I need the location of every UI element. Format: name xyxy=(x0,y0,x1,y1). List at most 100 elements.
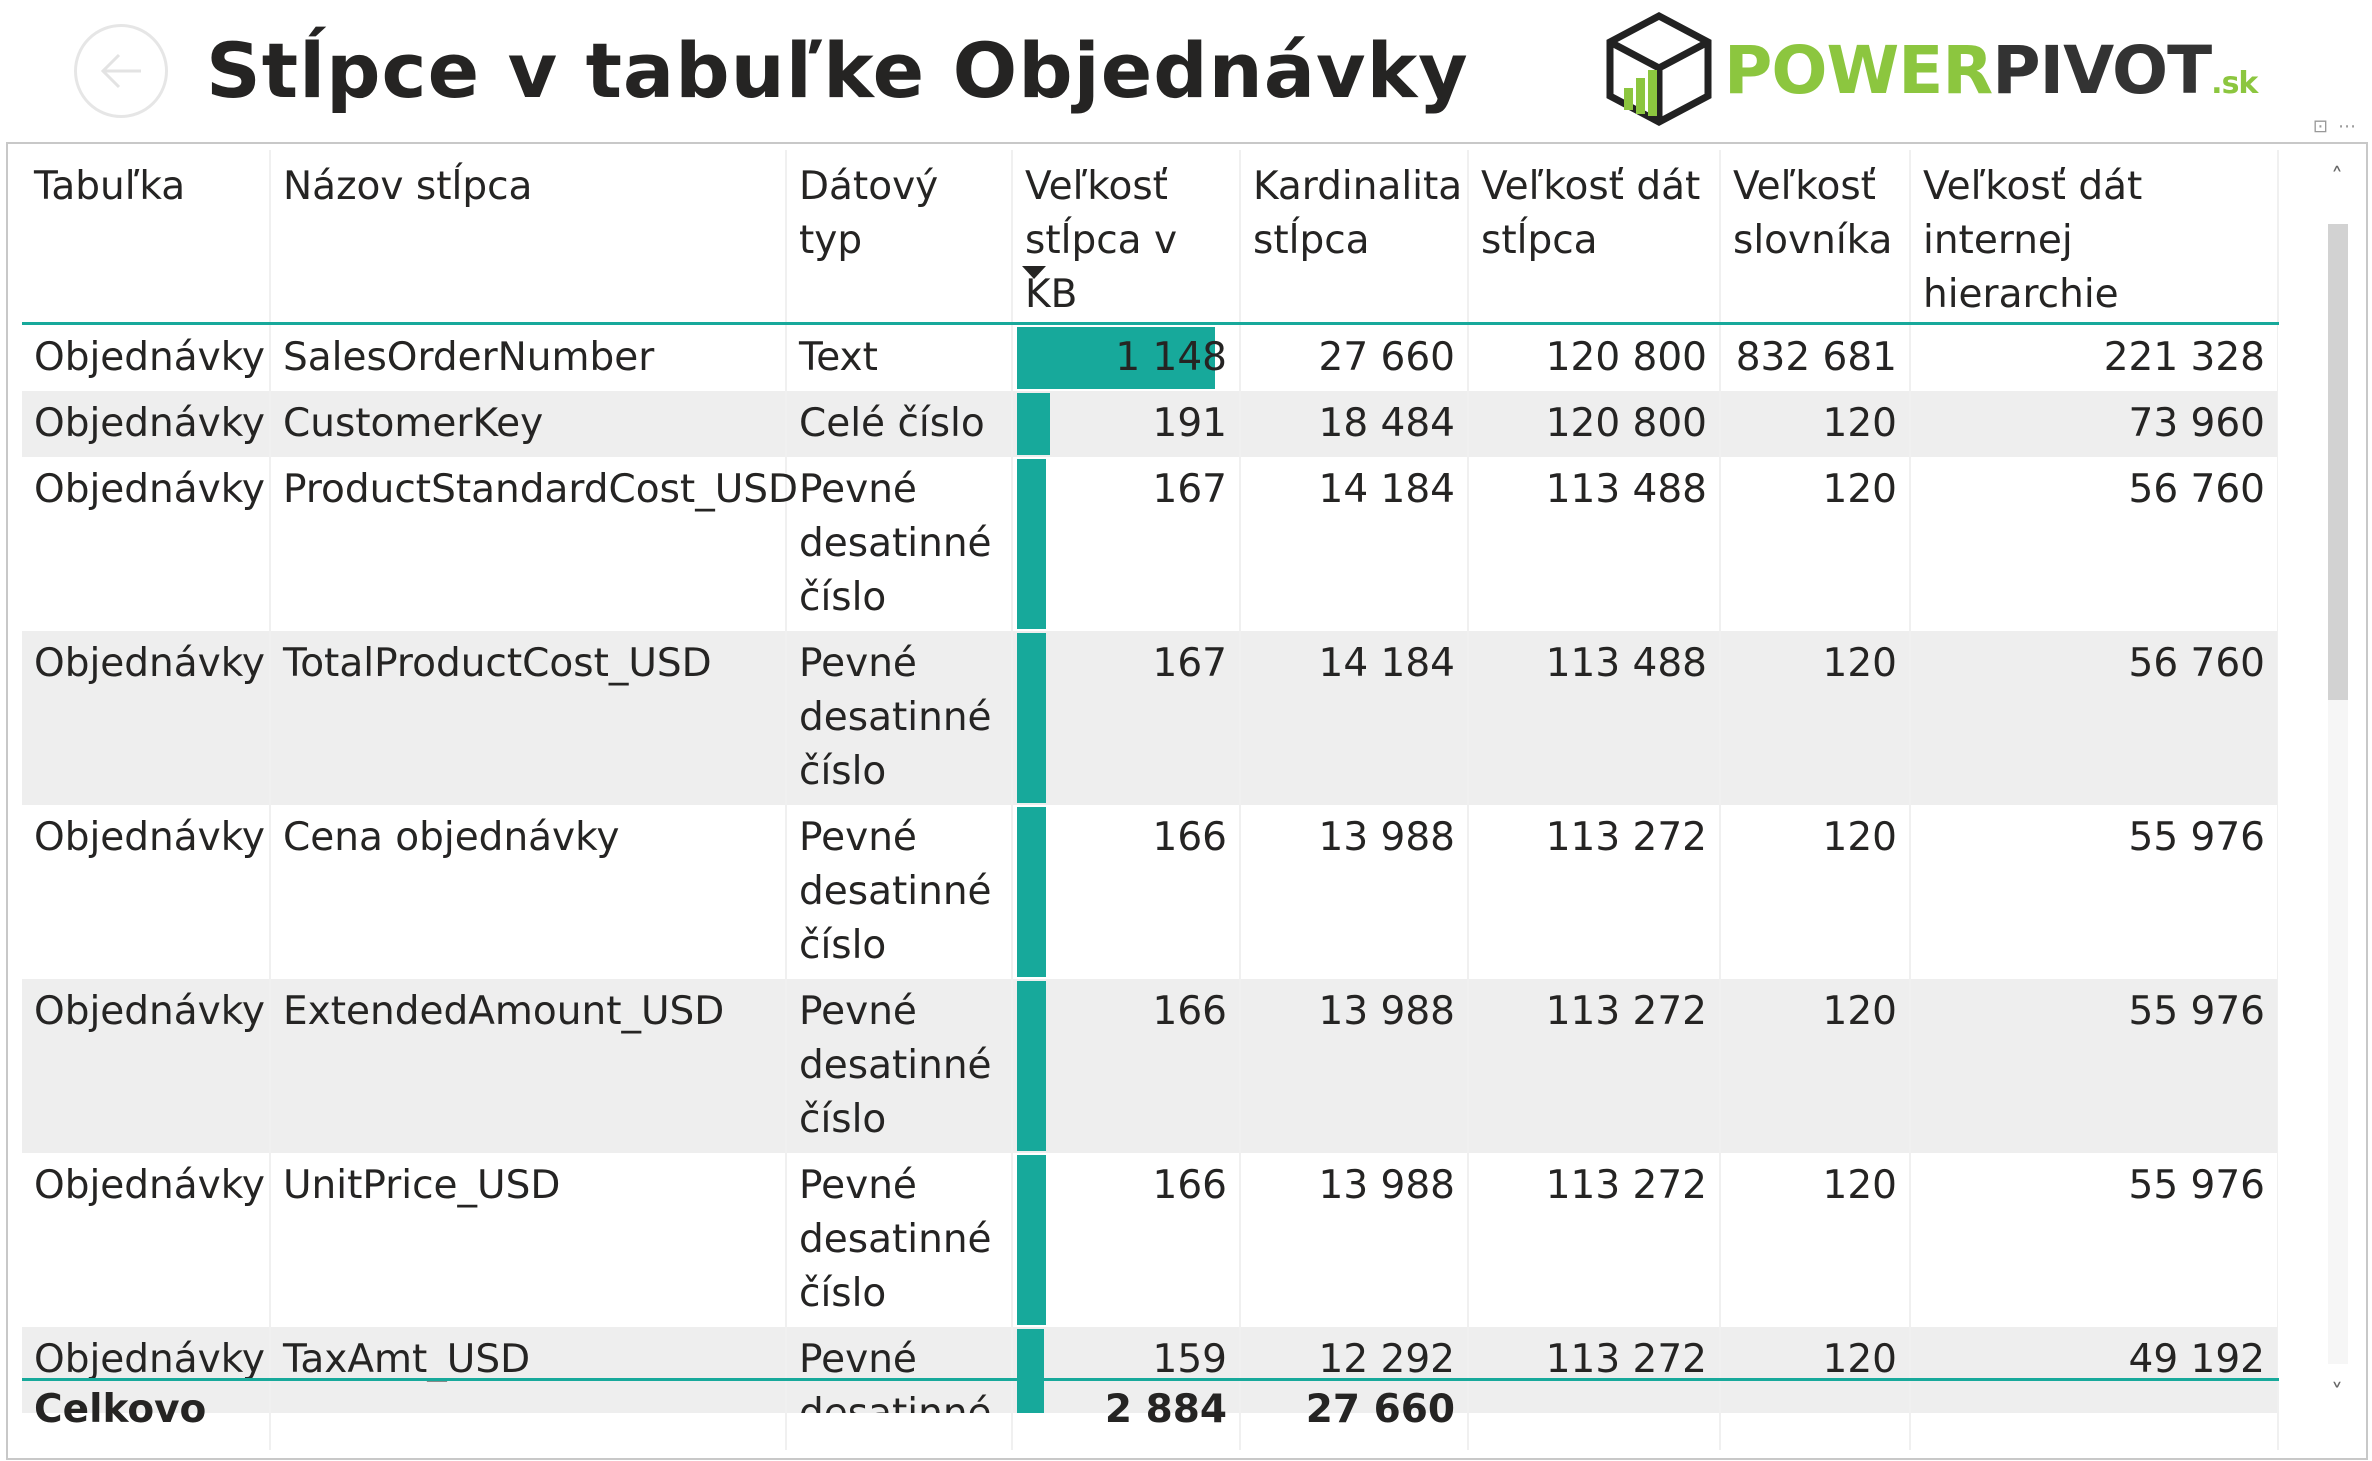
total-label: Celkovo xyxy=(22,1379,271,1450)
table-visual-frame xyxy=(6,142,2368,1460)
data-bar xyxy=(1017,1155,1046,1325)
data-bar xyxy=(1017,393,1050,455)
cell-column-name: UnitPrice_USD xyxy=(270,1153,787,1327)
column-header-hierarchy-size[interactable]: Veľkosť dát internej hierarchie xyxy=(1910,150,2279,324)
visual-header: ⊡ ⋯ xyxy=(2313,116,2356,137)
cell-data-type: Pevné desatinné číslo xyxy=(786,979,1013,1153)
table-row[interactable]: Objednávky ExtendedAmount_USD Pevné desati… xyxy=(22,979,2278,1153)
total-row: Celkovo 2 884 27 660 xyxy=(22,1379,2279,1450)
cell-dictionary-size: 832 681 xyxy=(1720,325,1911,391)
focus-mode-icon[interactable]: ⊡ xyxy=(2312,116,2328,137)
total-size-kb: 2 884 xyxy=(1012,1379,1241,1450)
back-button[interactable] xyxy=(74,24,168,118)
data-table-body: Objednávky SalesOrderNumber Text 1 148 27 66… xyxy=(22,325,2278,1413)
data-bar xyxy=(1017,459,1046,629)
cell-dictionary-size: 120 xyxy=(1720,457,1911,631)
cell-data-type: Pevné desatinné číslo xyxy=(786,1153,1013,1327)
cell-cardinality: 13 988 xyxy=(1240,1153,1469,1327)
total-empty-cell xyxy=(786,1379,1013,1450)
column-header-data-size[interactable]: Veľkosť dát stĺpca xyxy=(1468,150,1721,324)
cell-size-kb: 1 148 xyxy=(1012,325,1241,391)
cell-hierarchy-size: 55 976 xyxy=(1910,1153,2278,1327)
scroll-down-icon[interactable]: ˅ xyxy=(2331,1379,2343,1407)
cell-size-kb: 166 xyxy=(1012,1153,1241,1327)
cell-column-name: TotalProductCost_USD xyxy=(270,631,787,805)
table-visual: Tabuľka Názov stĺpca Dátový typ Veľkosť … xyxy=(22,150,2279,1450)
cell-column-name: Cena objednávky xyxy=(270,805,787,979)
table-row[interactable]: Objednávky ProductStandardCost_USD Pevné d… xyxy=(22,457,2278,631)
data-bar xyxy=(1017,633,1046,803)
page-title: Stĺpce v tabuľke Objednávky xyxy=(206,26,1469,115)
cell-column-name: CustomerKey xyxy=(270,391,787,457)
cell-size-kb: 167 xyxy=(1012,457,1241,631)
column-header-table[interactable]: Tabuľka xyxy=(22,150,271,324)
column-header-cardinality[interactable]: Kardinalita stĺpca xyxy=(1240,150,1469,324)
arrow-left-icon xyxy=(100,53,141,89)
column-header-column-name[interactable]: Názov stĺpca xyxy=(270,150,787,324)
size-kb-value: 166 xyxy=(1152,989,1227,1034)
cell-dictionary-size: 120 xyxy=(1720,805,1911,979)
table-row[interactable]: Objednávky CustomerKey Celé číslo 191 18 484… xyxy=(22,391,2278,457)
cell-data-type: Celé číslo xyxy=(786,391,1013,457)
cell-table: Objednávky xyxy=(22,979,271,1153)
cell-size-kb: 167 xyxy=(1012,631,1241,805)
cell-cardinality: 14 184 xyxy=(1240,457,1469,631)
cell-size-kb: 166 xyxy=(1012,805,1241,979)
cell-data-size: 113 488 xyxy=(1468,457,1721,631)
cell-hierarchy-size: 56 760 xyxy=(1910,457,2278,631)
data-bar xyxy=(1017,981,1046,1151)
sort-descending-icon[interactable] xyxy=(1022,266,1046,279)
cell-cardinality: 27 660 xyxy=(1240,325,1469,391)
column-header-size-kb[interactable]: Veľkosť stĺpca v KB xyxy=(1012,150,1241,324)
column-header-data-type[interactable]: Dátový typ xyxy=(786,150,1013,324)
cell-table: Objednávky xyxy=(22,631,271,805)
logo-word-power: POWER xyxy=(1724,32,1993,109)
cell-table: Objednávky xyxy=(22,1153,271,1327)
size-kb-value: 166 xyxy=(1152,815,1227,860)
cell-column-name: SalesOrderNumber xyxy=(270,325,787,391)
cell-table: Objednávky xyxy=(22,805,271,979)
cell-dictionary-size: 120 xyxy=(1720,391,1911,457)
table-header-row: Tabuľka Názov stĺpca Dátový typ Veľkosť … xyxy=(22,150,2279,324)
size-kb-value: 159 xyxy=(1152,1337,1227,1382)
cell-hierarchy-size: 221 328 xyxy=(1910,325,2278,391)
logo-word-suffix: .sk xyxy=(2211,66,2258,101)
size-kb-value: 191 xyxy=(1152,401,1227,446)
cell-data-type: Pevné desatinné číslo xyxy=(786,457,1013,631)
cell-data-size: 120 800 xyxy=(1468,325,1721,391)
cell-column-name: ProductStandardCost_USD xyxy=(270,457,798,631)
table-row[interactable]: Objednávky Cena objednávky Pevné desatinné… xyxy=(22,805,2278,979)
table-row[interactable]: Objednávky UnitPrice_USD Pevné desatinné č… xyxy=(22,1153,2278,1327)
cell-hierarchy-size: 73 960 xyxy=(1910,391,2278,457)
table-row[interactable]: Objednávky TotalProductCost_USD Pevné desa… xyxy=(22,631,2278,805)
cell-data-type: Pevné desatinné číslo xyxy=(786,631,1013,805)
total-empty-cell xyxy=(270,1379,787,1450)
vertical-scrollbar[interactable]: ˄ ˅ xyxy=(2320,160,2354,1410)
cell-hierarchy-size: 56 760 xyxy=(1910,631,2278,805)
cube-logo-icon xyxy=(1606,12,1712,126)
more-options-icon[interactable]: ⋯ xyxy=(2338,116,2356,137)
cell-data-size: 120 800 xyxy=(1468,391,1721,457)
logo-word-pivot: PIVOT xyxy=(1992,32,2212,109)
cell-dictionary-size: 120 xyxy=(1720,631,1911,805)
cell-size-kb: 191 xyxy=(1012,391,1241,457)
cell-data-size: 113 272 xyxy=(1468,805,1721,979)
size-kb-value: 167 xyxy=(1152,641,1227,686)
size-kb-value: 166 xyxy=(1152,1163,1227,1208)
cell-data-type: Pevné desatinné číslo xyxy=(786,805,1013,979)
column-header-dictionary-size[interactable]: Veľkosť slovníka xyxy=(1720,150,1911,324)
data-table: Tabuľka Názov stĺpca Dátový typ Veľkosť … xyxy=(22,150,2279,325)
table-row[interactable]: Objednávky SalesOrderNumber Text 1 148 27 66… xyxy=(22,325,2278,391)
size-kb-value: 167 xyxy=(1152,467,1227,512)
data-bar xyxy=(1017,327,1215,389)
scroll-up-icon[interactable]: ˄ xyxy=(2331,163,2343,191)
cell-cardinality: 18 484 xyxy=(1240,391,1469,457)
total-row-table: Celkovo 2 884 27 660 xyxy=(22,1378,2279,1450)
powerpivot-logo: POWERPIVOT.sk xyxy=(1600,10,2290,130)
table-body-viewport[interactable]: Objednávky SalesOrderNumber Text 1 148 27 66… xyxy=(22,325,2278,1413)
cell-cardinality: 13 988 xyxy=(1240,979,1469,1153)
total-cardinality: 27 660 xyxy=(1240,1379,1469,1450)
cell-dictionary-size: 120 xyxy=(1720,979,1911,1153)
cell-data-size: 113 272 xyxy=(1468,979,1721,1153)
scrollbar-thumb[interactable] xyxy=(2328,224,2348,700)
